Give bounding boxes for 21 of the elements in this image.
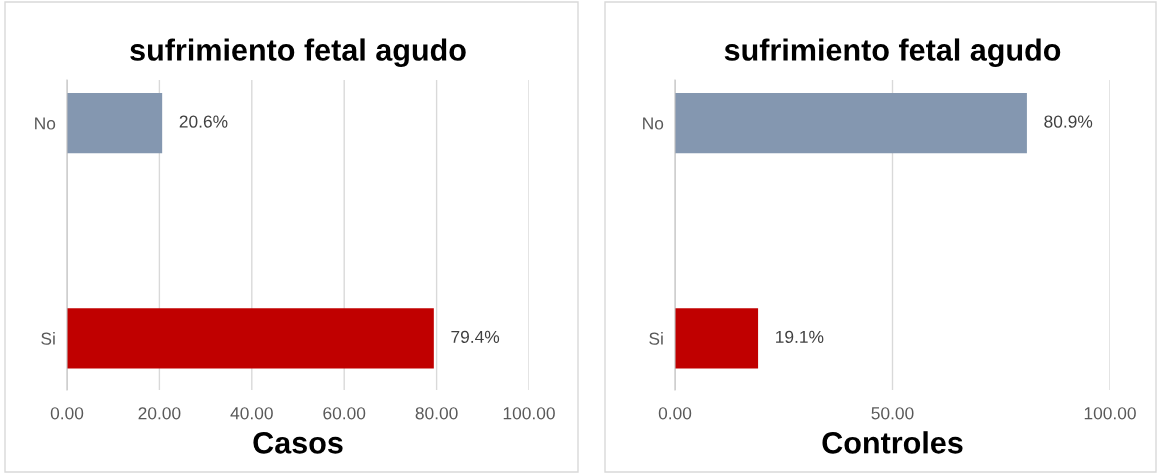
y-tick-label: Si bbox=[649, 332, 663, 345]
x-tick-label: 50.00 bbox=[871, 407, 914, 420]
x-tick-label: 60.00 bbox=[323, 407, 366, 420]
x-axis-title: Casos bbox=[253, 431, 343, 454]
y-tick-label: No bbox=[35, 117, 56, 130]
data-label: 79.4% bbox=[451, 330, 500, 343]
x-tick-label: 0.00 bbox=[658, 407, 692, 420]
chart-title: sufrimiento fetal agudo bbox=[724, 38, 1061, 68]
x-tick-label: 100.00 bbox=[1084, 407, 1136, 420]
x-tick-label: 80.00 bbox=[415, 407, 458, 420]
x-tick-label: 20.00 bbox=[138, 407, 181, 420]
y-tick-label: Si bbox=[41, 332, 55, 345]
x-axis-title: Controles bbox=[822, 431, 963, 454]
x-tick-label: 40.00 bbox=[230, 407, 273, 420]
x-tick-label: 0.00 bbox=[50, 407, 84, 420]
chart-title: sufrimiento fetal agudo bbox=[130, 38, 466, 68]
x-tick-label: 100.00 bbox=[503, 407, 555, 420]
data-label: 19.1% bbox=[776, 330, 824, 343]
data-label: 80.9% bbox=[1044, 115, 1093, 128]
y-tick-label: No bbox=[643, 117, 664, 130]
data-label: 20.6% bbox=[179, 115, 228, 128]
